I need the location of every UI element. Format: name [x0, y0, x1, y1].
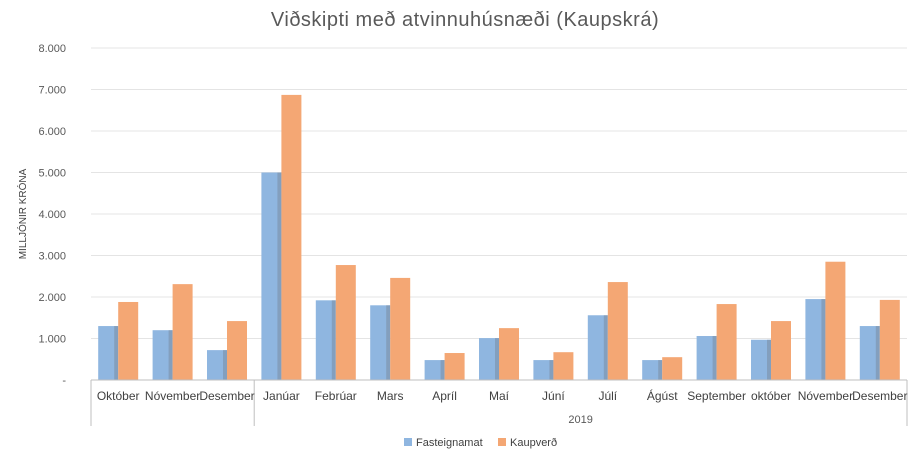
- bar-fasteignamat-6: [424, 360, 445, 380]
- gridlines: [91, 47, 907, 339]
- x-tick-label: September: [687, 389, 746, 403]
- bar-kaupverð-12: [771, 321, 791, 380]
- y-tick-label: 7.000: [38, 85, 66, 97]
- x-tick-label: Desember: [199, 389, 254, 403]
- y-axis-ticks: - 1.000 2.000 3.000 4.000 5.000 6.000 7.000 8.00…: [38, 43, 66, 387]
- y-tick-label: 4.000: [38, 209, 66, 221]
- y-tick-label: -: [62, 375, 66, 387]
- y-tick-label: 3.000: [38, 251, 66, 263]
- bar-kaupverð-10: [662, 357, 683, 380]
- y-tick-label: 2.000: [38, 292, 66, 304]
- bar-shadow: [603, 315, 608, 380]
- bar-fasteignamat-1: [152, 330, 173, 380]
- x-tick-label: Nóvember: [798, 389, 853, 403]
- bar-shadow: [440, 360, 445, 380]
- x-tick-label: Maí: [489, 389, 510, 403]
- bar-kaupverð-6: [444, 353, 465, 380]
- bar-kaupverð-8: [553, 352, 574, 380]
- bar-shadow: [386, 305, 391, 380]
- bar-fasteignamat-2: [207, 350, 227, 380]
- group-label: 2019: [568, 414, 592, 426]
- bar-kaupverð-9: [607, 282, 628, 380]
- bar-fasteignamat-3: [261, 172, 282, 380]
- bar-shadow: [495, 338, 499, 380]
- bar-fasteignamat-9: [587, 315, 608, 380]
- bar-fasteignamat-7: [479, 338, 499, 380]
- bars: [98, 94, 900, 381]
- bar-fasteignamat-10: [642, 360, 663, 380]
- y-tick-label: 1.000: [38, 334, 66, 346]
- legend-label: Fasteignamat: [416, 437, 483, 449]
- bar-fasteignamat-0: [98, 326, 119, 380]
- chart-title: Viðskipti með atvinnuhúsnæði (Kaupskrá): [271, 9, 659, 31]
- bar-shadow: [821, 299, 826, 380]
- legend-swatch: [498, 438, 506, 446]
- x-tick-label: Október: [97, 389, 140, 403]
- x-tick-label: Ágúst: [647, 388, 678, 403]
- bar-shadow: [712, 336, 717, 380]
- x-tick-label: Desember: [852, 389, 907, 403]
- legend: Fasteignamat Kaupverð: [404, 437, 557, 449]
- x-tick-label: Janúar: [263, 389, 300, 403]
- bar-shadow: [168, 330, 173, 380]
- x-tick-label: Nóvember: [145, 389, 200, 403]
- y-tick-label: 6.000: [38, 126, 66, 138]
- bar-kaupverð-11: [716, 304, 737, 380]
- x-tick-label: Mars: [377, 389, 404, 403]
- bar-fasteignamat-8: [533, 360, 554, 380]
- bar-shadow: [277, 172, 282, 380]
- bar-kaupverð-13: [825, 261, 846, 380]
- x-tick-label: Apríl: [432, 389, 457, 403]
- bar-fasteignamat-4: [315, 300, 336, 380]
- x-tick-label: Febrúar: [315, 389, 357, 403]
- bar-shadow: [658, 360, 663, 380]
- bar-shadow: [549, 360, 554, 380]
- bar-kaupverð-1: [172, 284, 193, 380]
- bar-kaupverð-5: [390, 277, 411, 380]
- bar-kaupverð-3: [281, 94, 302, 381]
- bar-kaupverð-7: [499, 328, 519, 380]
- y-tick-label: 5.000: [38, 168, 66, 180]
- bar-shadow: [114, 326, 119, 380]
- bar-fasteignamat-11: [696, 336, 717, 380]
- y-axis-label: MILLJÓNIR KRÓNA: [16, 168, 29, 259]
- bar-shadow: [223, 350, 227, 380]
- x-tick-label: október: [751, 389, 791, 403]
- x-tick-label: Júlí: [598, 389, 617, 403]
- bar-fasteignamat-14: [859, 326, 880, 380]
- bar-fasteignamat-13: [805, 299, 826, 380]
- bar-kaupverð-4: [335, 265, 356, 380]
- legend-label: Kaupverð: [510, 437, 557, 449]
- bar-fasteignamat-5: [370, 305, 391, 380]
- bar-shadow: [875, 326, 880, 380]
- bar-kaupverð-0: [118, 301, 139, 380]
- y-tick-label: 8.000: [38, 43, 66, 55]
- bar-shadow: [767, 339, 771, 380]
- bar-kaupverð-2: [227, 321, 247, 380]
- bar-shadow: [331, 300, 336, 380]
- bar-fasteignamat-12: [751, 339, 771, 380]
- legend-swatch: [404, 438, 412, 446]
- bar-kaupverð-14: [879, 299, 900, 380]
- x-tick-label: Júní: [542, 389, 565, 403]
